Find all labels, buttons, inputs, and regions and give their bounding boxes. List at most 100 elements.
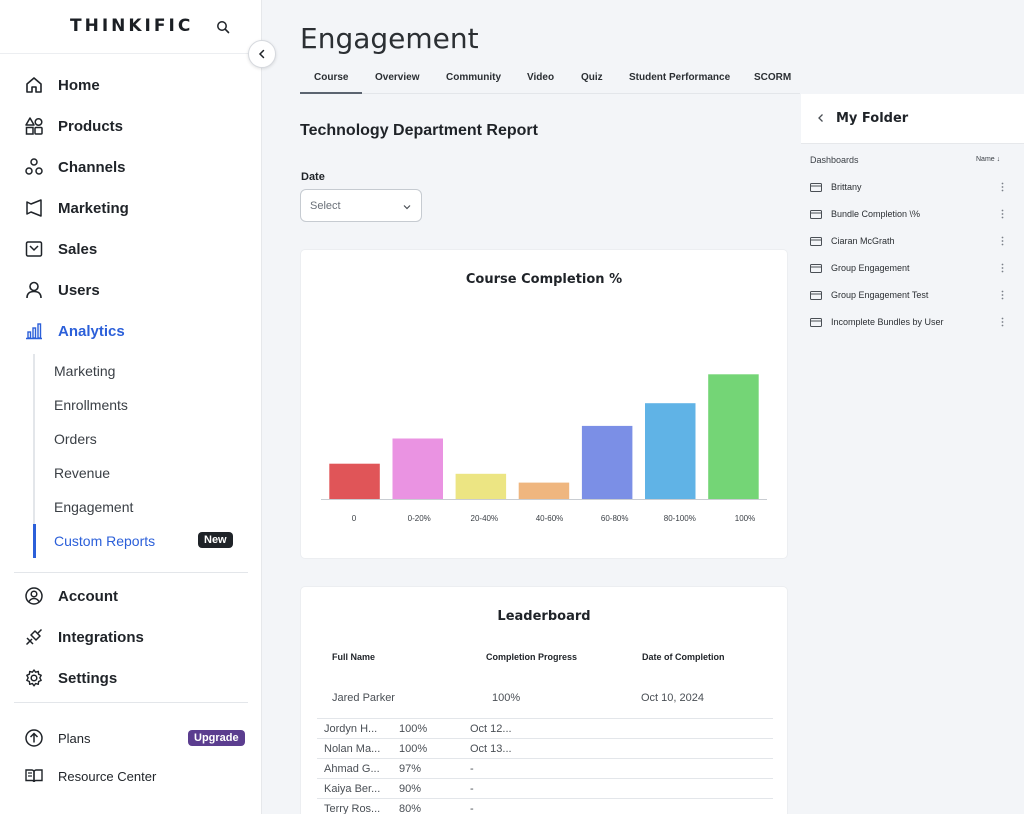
cell-progress: 100%	[399, 743, 428, 755]
top-learner-date: Oct 10, 2024	[641, 692, 704, 704]
date-select[interactable]: Select	[300, 189, 422, 222]
table-row[interactable]: Jordyn H... 100% Oct 12...	[317, 718, 773, 738]
x-tick-label: 0	[352, 514, 357, 523]
tab-course[interactable]: Course	[314, 72, 349, 83]
nav-products[interactable]: Products	[24, 114, 123, 138]
cell-date: Oct 13...	[470, 743, 512, 755]
plans-label: Plans	[58, 730, 91, 746]
course-completion-chart: 0 0-20% 20-40% 40-60% 60-80% 80-100% 100%	[321, 374, 767, 523]
more-options-icon[interactable]	[1001, 209, 1004, 219]
nav-label: Products	[58, 117, 124, 135]
nav-account[interactable]: Account	[24, 584, 118, 608]
date-filter-label: Date	[301, 171, 325, 183]
subnav-enrollments[interactable]: Enrollments	[54, 397, 128, 413]
table-row[interactable]: Ahmad G... 97% -	[317, 758, 773, 778]
table-row[interactable]: Terry Ros... 80% -	[317, 798, 773, 814]
dashboard-item[interactable]: Group Engagement	[810, 261, 1016, 275]
submenu-active-indicator	[33, 524, 36, 558]
account-icon	[24, 586, 44, 606]
chart-bar[interactable]	[708, 374, 759, 499]
submenu-rail	[33, 354, 35, 558]
nav-home[interactable]: Home	[24, 73, 100, 97]
tab-scorm[interactable]: SCORM	[754, 72, 792, 83]
subnav-orders[interactable]: Orders	[54, 431, 97, 447]
nav-marketing[interactable]: Marketing	[24, 196, 129, 220]
folder-title: My Folder	[836, 111, 909, 126]
subnav-revenue[interactable]: Revenue	[54, 465, 111, 481]
nav-sales[interactable]: Sales	[24, 237, 97, 261]
subnav-engagement[interactable]: Engagement	[54, 499, 134, 515]
dashboard-icon	[810, 263, 822, 273]
column-header-date-of-completion[interactable]: Date of Completion	[642, 652, 725, 662]
leaderboard-card: Leaderboard Full Name Completion Progres…	[301, 587, 787, 814]
dashboard-item[interactable]: Brittany	[810, 180, 1016, 194]
nav-integrations[interactable]: Integrations	[24, 625, 144, 649]
column-header-completion-progress[interactable]: Completion Progress	[486, 652, 578, 662]
tab-video[interactable]: Video	[527, 72, 555, 83]
report-title: Technology Department Report	[300, 122, 538, 139]
chart-bar[interactable]	[581, 425, 633, 499]
active-tab-indicator	[300, 92, 362, 94]
chart-bar[interactable]	[392, 438, 444, 500]
dashboard-item[interactable]: Group Engagement Test	[810, 288, 1016, 302]
divider	[0, 53, 262, 54]
x-tick-label: 60-80%	[601, 514, 629, 523]
dashboard-item[interactable]: Bundle Completion \%	[810, 207, 1016, 221]
chart-bar[interactable]	[329, 463, 380, 499]
nav-analytics[interactable]: Analytics	[24, 319, 125, 343]
column-header-full-name[interactable]: Full Name	[332, 652, 376, 662]
back-chevron-icon[interactable]	[817, 113, 825, 123]
integrations-icon	[24, 627, 44, 647]
new-badge: New	[198, 532, 233, 548]
more-options-icon[interactable]	[1001, 236, 1004, 246]
nav-users[interactable]: Users	[24, 278, 100, 302]
sort-by-name-button[interactable]: Name ↓	[976, 156, 1001, 163]
x-tick-label: 80-100%	[664, 514, 696, 523]
dashboard-name: Bundle Completion \%	[831, 209, 921, 219]
chart-bar[interactable]	[455, 473, 507, 499]
subnav-custom-reports[interactable]: Custom Reports	[54, 533, 156, 549]
tab-overview[interactable]: Overview	[375, 72, 420, 83]
upgrade-badge[interactable]: Upgrade	[188, 730, 245, 746]
cell-progress: 80%	[399, 803, 422, 814]
channels-icon	[24, 157, 44, 177]
tab-community[interactable]: Community	[446, 72, 501, 83]
subnav-marketing[interactable]: Marketing	[54, 363, 116, 379]
nav-label: Sales	[58, 240, 98, 258]
top-learner-name: Jared Parker	[332, 692, 395, 704]
more-options-icon[interactable]	[1001, 263, 1004, 273]
cell-date: Oct 12...	[470, 723, 512, 735]
dashboard-name: Incomplete Bundles by User	[831, 317, 944, 327]
folder-panel: My Folder Dashboards Name ↓ Brittany Bun…	[801, 94, 1024, 814]
sales-icon	[24, 239, 44, 259]
chart-bar[interactable]	[518, 482, 570, 499]
nav-settings[interactable]: Settings	[24, 666, 117, 690]
folder-header: My Folder	[801, 94, 1024, 144]
more-options-icon[interactable]	[1001, 290, 1004, 300]
cell-date: -	[470, 783, 474, 795]
divider	[14, 572, 248, 573]
brand-logo[interactable]: THINKIFIC	[70, 16, 194, 36]
collapse-sidebar-button[interactable]	[248, 40, 276, 68]
nav-plans[interactable]: Plans	[24, 728, 91, 748]
nav-channels[interactable]: Channels	[24, 155, 126, 179]
chart-bar[interactable]	[645, 403, 696, 499]
nav-label: Marketing	[58, 199, 129, 217]
dashboard-name: Ciaran McGrath	[831, 236, 895, 246]
tab-student-performance[interactable]: Student Performance	[629, 72, 731, 83]
search-icon[interactable]	[216, 20, 230, 34]
more-options-icon[interactable]	[1001, 182, 1004, 192]
dashboard-item[interactable]: Ciaran McGrath	[810, 234, 1016, 248]
cell-name: Terry Ros...	[324, 803, 381, 814]
x-tick-label: 40-60%	[536, 514, 564, 523]
tab-quiz[interactable]: Quiz	[581, 72, 603, 83]
table-row[interactable]: Kaiya Ber... 90% -	[317, 778, 773, 798]
more-options-icon[interactable]	[1001, 317, 1004, 327]
dashboard-item[interactable]: Incomplete Bundles by User	[810, 315, 1016, 329]
cell-date: -	[470, 803, 474, 814]
nav-resource-center[interactable]: Resource Center	[24, 766, 156, 786]
nav-label: Channels	[58, 158, 126, 176]
chevron-left-icon	[258, 49, 265, 59]
cell-progress: 100%	[399, 723, 428, 735]
table-row[interactable]: Nolan Ma... 100% Oct 13...	[317, 738, 773, 758]
